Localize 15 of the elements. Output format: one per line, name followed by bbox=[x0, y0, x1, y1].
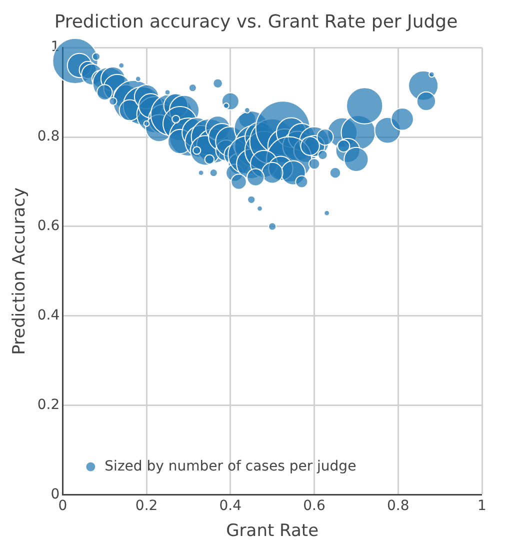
x-axis-title: Grant Rate bbox=[226, 521, 319, 542]
x-tick-label: 1 bbox=[478, 498, 486, 514]
y-tick-label: 1 bbox=[50, 39, 60, 56]
legend-label: Sized by number of cases per judge bbox=[104, 458, 356, 474]
y-tick-label: 0.8 bbox=[37, 128, 60, 145]
x-tick-label: 0.6 bbox=[303, 498, 326, 514]
chart-title: Prediction accuracy vs. Grant Rate per Judge bbox=[54, 11, 458, 32]
y-tick-label: 0 bbox=[50, 486, 60, 502]
x-tick-label: 0.4 bbox=[219, 498, 242, 514]
x-tick-label: 0.2 bbox=[135, 498, 158, 514]
x-tick-label: 0.8 bbox=[387, 498, 410, 514]
y-tick-label: 0.2 bbox=[37, 397, 60, 413]
y-axis-title: Prediction Accuracy bbox=[10, 187, 30, 355]
y-tick-label: 0.4 bbox=[37, 308, 60, 324]
y-tick-label: 0.6 bbox=[37, 218, 60, 234]
